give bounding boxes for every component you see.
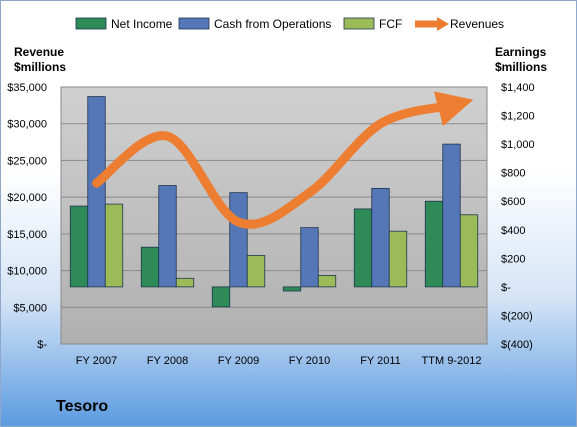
bar-layer (69, 96, 479, 308)
bar (140, 246, 160, 288)
right-axis-title: Earnings $millions (495, 45, 547, 75)
left-axis-title-line1: Revenue (14, 45, 65, 59)
legend-item: Cash from Operations (178, 17, 331, 31)
right-tick-label: $200 (501, 253, 525, 265)
bar (87, 96, 106, 288)
left-tick-label: $5,000 (13, 302, 47, 314)
legend: Net Income Cash from Operations FCF Revenue… (75, 17, 504, 31)
legend-item: Net Income (75, 17, 173, 31)
bar (459, 214, 479, 288)
bar (424, 200, 444, 288)
bar (104, 203, 124, 288)
revenue-line (92, 91, 474, 229)
right-tick-label: $600 (501, 196, 525, 208)
bar (229, 192, 248, 288)
company-name: Tesoro (56, 398, 109, 415)
bar (388, 230, 408, 288)
right-axis-title-line2: $millions (495, 60, 548, 74)
legend-swatch (178, 17, 210, 30)
bar (246, 255, 266, 288)
category-label: FY 2011 (360, 355, 401, 367)
category-label: FY 2009 (218, 355, 259, 367)
bar (353, 208, 373, 288)
bar (282, 286, 302, 292)
bar (300, 227, 319, 288)
legend-swatch (343, 17, 375, 30)
right-tick-label: $800 (501, 168, 525, 180)
left-tick-label: $20,000 (7, 192, 47, 204)
bar (317, 275, 337, 288)
legend-label: Cash from Operations (214, 17, 331, 31)
right-tick-label: $1,400 (501, 82, 535, 94)
right-tick-label: $1,000 (501, 139, 535, 151)
legend-label: Revenues (450, 17, 504, 31)
left-tick-label: $25,000 (7, 155, 47, 167)
right-tick-label: $(400) (501, 339, 533, 351)
category-label: FY 2010 (289, 355, 330, 367)
bar (175, 277, 195, 288)
bar (158, 185, 177, 288)
left-tick-label: $35,000 (7, 82, 47, 94)
left-axis-title-line2: $millions (14, 60, 67, 74)
right-tick-label: $400 (501, 225, 525, 237)
legend-swatch-arrow (437, 17, 449, 31)
left-tick-label: $- (37, 339, 47, 351)
right-tick-label: $1,200 (501, 111, 535, 123)
right-tick-label: $- (501, 282, 511, 294)
bar (442, 143, 461, 288)
category-label: FY 2008 (147, 355, 188, 367)
category-label: FY 2007 (76, 355, 117, 367)
legend-item: FCF (343, 17, 402, 31)
left-axis-title: Revenue $millions (14, 45, 66, 75)
legend-label: FCF (379, 17, 402, 31)
legend-item: Revenues (415, 17, 504, 31)
legend-swatch (75, 17, 107, 30)
right-tick-label: $(200) (501, 310, 533, 322)
left-tick-label: $10,000 (7, 266, 47, 278)
bar (371, 187, 390, 288)
left-tick-label: $30,000 (7, 119, 47, 131)
legend-label: Net Income (111, 17, 173, 31)
bar (69, 205, 89, 288)
category-label: TTM 9-2012 (422, 355, 482, 367)
bar (211, 286, 231, 308)
right-axis-title-line1: Earnings (495, 45, 547, 59)
left-tick-label: $15,000 (7, 229, 47, 241)
